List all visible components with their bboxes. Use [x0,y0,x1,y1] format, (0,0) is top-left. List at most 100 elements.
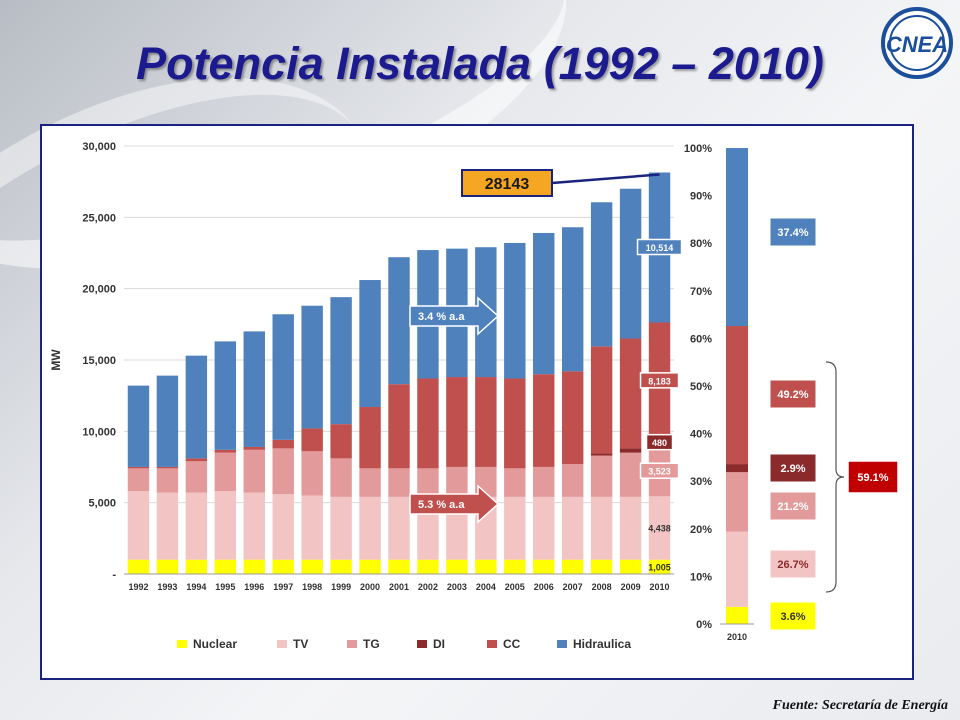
x-tick-label: 1994 [186,582,206,592]
share-label-hidraulica: 37.4% [777,227,808,239]
bar-segment-nuclear [156,559,179,574]
x-tick-label: 2010 [650,582,670,592]
x-tick-label: 1992 [128,582,148,592]
bar-segment-tg [127,468,150,492]
x-tick-label: 2000 [360,582,380,592]
x-tick-label: 1993 [157,582,177,592]
bar-segment-hidraulica [214,341,237,450]
bar-segment-cc [156,466,179,469]
group-share-label: 59.1% [857,472,888,484]
pct-tick-label: 40% [690,429,712,441]
source-note: Fuente: Secretaría de Energía [772,698,948,713]
bar-segment-nuclear [619,559,642,574]
legend-swatch-nuclear [177,640,187,648]
bar-segment-tv [301,495,323,560]
bar-segment-nuclear [561,559,584,574]
x-tick-label: 1998 [302,582,322,592]
bar-segment-cc [561,371,584,465]
bar-segment-cc [533,374,555,467]
share-box-tv [769,549,817,579]
bar-segment-tg [417,468,439,497]
bar-segment-tv [388,496,410,560]
bar-segment-nuclear [272,559,294,574]
x-tick-label: 1996 [244,582,264,592]
bar-segment-tg [359,468,381,497]
pct-tick-label: 80% [690,238,712,250]
x-tick-label: 2004 [476,582,496,592]
pct-tick-label: 90% [690,191,712,203]
pct-tick-label: 0% [696,619,712,631]
share-label-tg: 21.2% [777,501,808,513]
bar-segment-nuclear [388,559,410,574]
pct-tick-label: 70% [690,286,712,298]
bar-segment-cc [359,407,381,469]
cnea-logo-icon: CNEA [881,7,953,79]
bar-segment-hidraulica [185,355,208,459]
growth-arrow-hidraulica-shape [409,296,500,336]
pct-bar-segment-nuclear [726,606,748,624]
legend-label-tv: TV [293,637,308,651]
bar-segment-tg [619,452,642,497]
data-label: 10,514 [646,243,674,253]
bar-segment-cc [388,384,410,469]
bar-segment-cc [127,466,150,469]
growth-arrow-thermal-label: 5.3 % a.a [418,499,465,511]
bar-segment-cc [590,346,613,454]
bar-segment-hidraulica [243,331,265,447]
y-tick-label: 30,000 [82,141,116,153]
bar-segment-hidraulica [330,297,352,425]
legend-swatch-tg [347,640,357,648]
pct-bar-segment-hidraulica [726,148,748,327]
bar-segment-cc [185,458,208,462]
bar-segment-nuclear [475,559,497,574]
bar-segment-tv [214,491,237,560]
chart-area: - 5,000 10,000 15,000 20,000 25,000 30,000 MW 19… [49,126,912,678]
share-label-di: 2.9% [780,463,805,475]
growth-arrow-thermal-shape [409,484,500,524]
x-tick-label: 1997 [273,582,293,592]
bar-segment-cc [619,338,642,449]
bar-segment-cc [272,439,294,449]
x-tick-label: 2007 [563,582,583,592]
bar-segment-tv [127,491,150,560]
bar-segment-tg [156,468,179,493]
total-callout-label: 28143 [485,176,530,193]
pct-x-tick-label: 2010 [727,632,747,642]
x-tick-label: 1995 [215,582,235,592]
bar-segment-nuclear [214,559,237,574]
legend-swatch-hidraulica [557,640,567,648]
group-brace [825,361,845,593]
legend-swatch-di [417,640,427,648]
growth-arrow-hidraulica-label: 3.4 % a.a [418,311,465,323]
bar-segment-tg [446,466,468,497]
data-label-box [639,462,680,479]
svg-text:CNEA: CNEA [886,32,948,57]
bar-segment-nuclear [504,559,526,574]
pct-bar-segment-di [726,464,748,473]
data-label: 1,005 [648,562,671,572]
share-box-hidraulica [769,217,817,247]
legend-label-hidraulica: Hidraulica [573,637,631,651]
pct-tick-label: 10% [690,571,712,583]
bar-segment-tg [533,466,555,497]
legend-swatch-tv [277,640,287,648]
total-callout-line [551,173,660,185]
legend-label-tg: TG [363,637,380,651]
bar-segment-cc [301,428,323,452]
bar-segment-tv [533,496,555,560]
bar-segment-cc [475,377,497,467]
pct-tick-label: 100% [684,143,712,155]
bar-segment-cc [504,378,526,469]
bar-segment-tv [330,496,352,560]
legend-label-cc: CC [503,637,521,651]
y-tick-label: 10,000 [82,426,116,438]
data-label-box [645,433,674,451]
bar-segment-cc [446,377,468,467]
group-share-box [847,460,899,494]
bar-segment-cc [417,378,439,469]
bar-segment-tg [504,468,526,497]
bar-segment-hidraulica [388,257,410,385]
y-axis-label: MW [49,349,63,371]
bar-segment-nuclear [590,559,613,574]
bar-segment-tv [590,496,613,560]
